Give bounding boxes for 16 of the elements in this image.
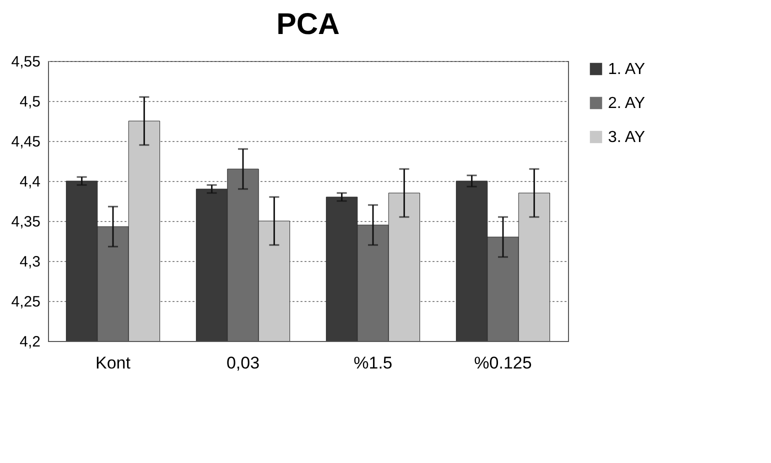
y-tick-label: 4,3 [20,254,40,270]
x-tick-label: %0.125 [474,354,532,372]
x-tick-label: %1.5 [354,354,392,372]
x-tick-label: Kont [96,354,131,372]
chart-title: PCA [276,8,340,41]
x-tick-label: 0,03 [226,354,260,372]
legend-label: 2. AY [608,95,646,112]
y-tick-label: 4,55 [11,54,40,70]
legend-label: 1. AY [608,61,646,78]
y-tick-label: 4,4 [20,174,40,190]
y-tick-label: 4,5 [20,94,40,110]
legend-label: 3. AY [608,129,646,146]
y-tick-label: 4,2 [20,334,40,350]
y-tick-label: 4,25 [11,294,40,310]
y-tick-label: 4,45 [11,134,40,150]
y-tick-label: 4,35 [11,214,40,230]
